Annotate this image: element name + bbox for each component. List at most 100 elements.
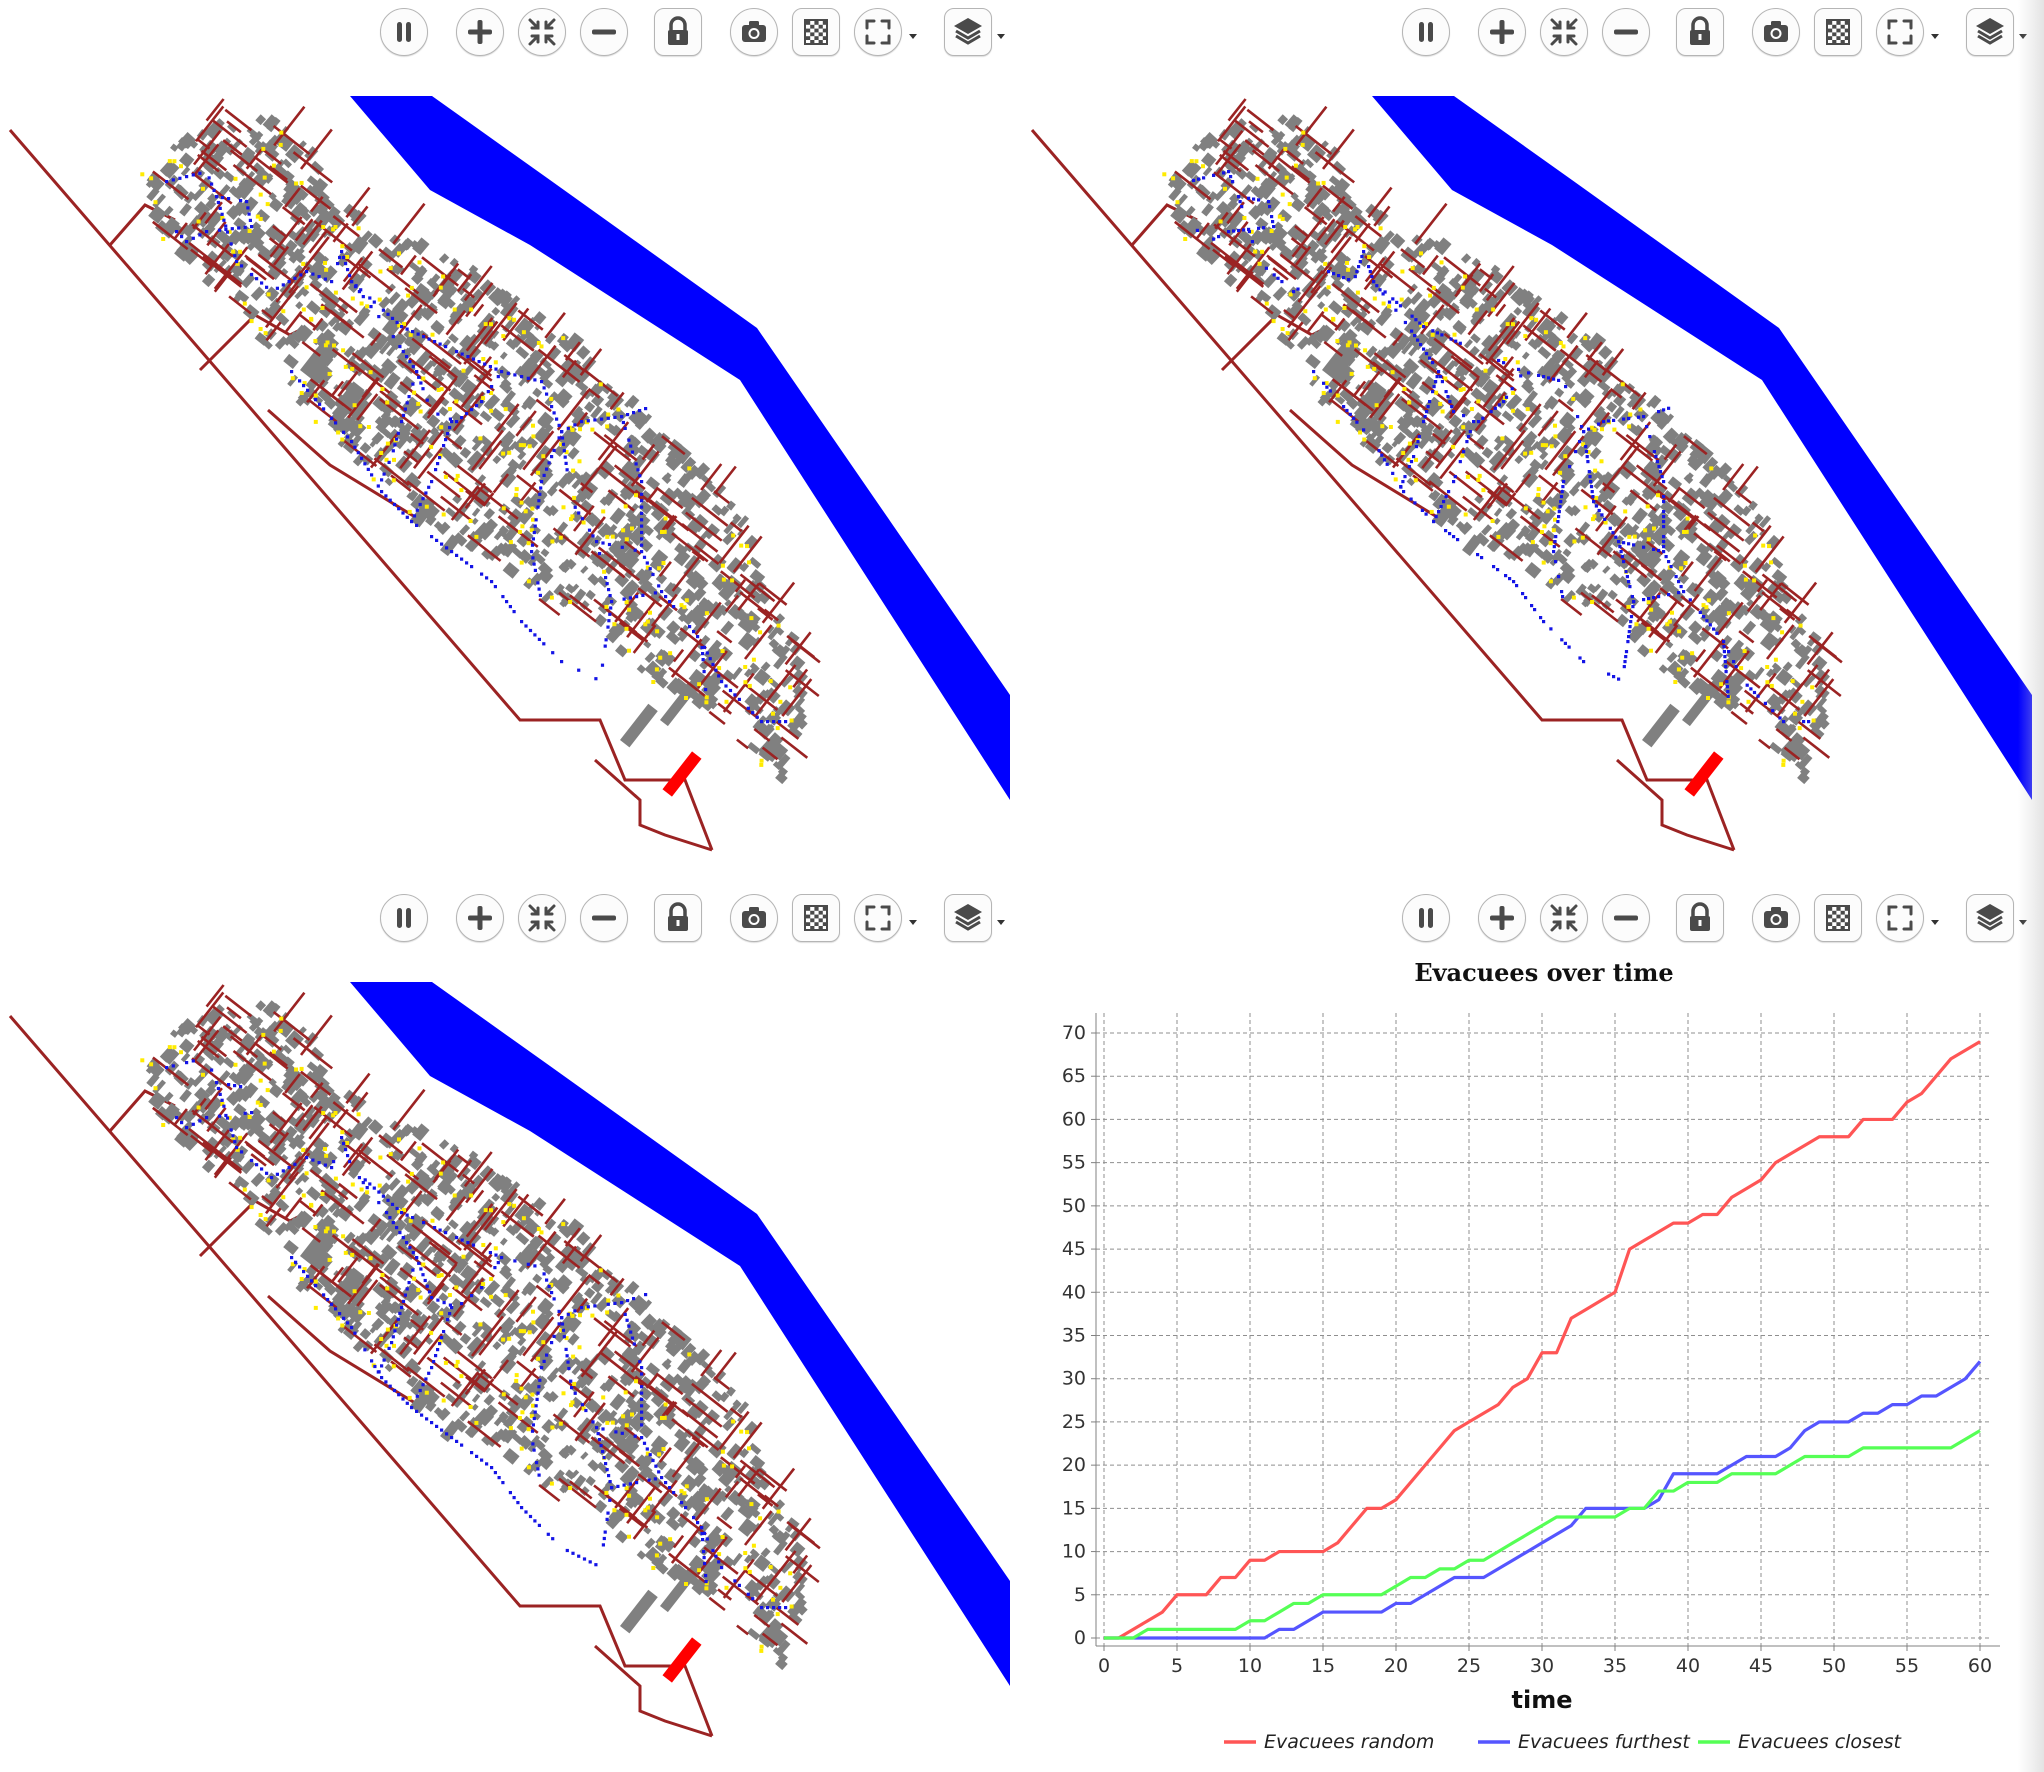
- layers-button[interactable]: [1966, 894, 2014, 942]
- layers-icon: [1976, 18, 2004, 45]
- evacuee-agents: [165, 171, 788, 724]
- zoom-out-button[interactable]: [580, 8, 628, 56]
- chart-title: Evacuees over time: [1414, 958, 1674, 987]
- background-button[interactable]: [792, 8, 840, 56]
- map-display-furthest[interactable]: [1022, 0, 2044, 886]
- background-button[interactable]: [1814, 894, 1862, 942]
- zoom-in-button[interactable]: [456, 894, 504, 942]
- zoom-fit-button[interactable]: [518, 8, 566, 56]
- plus-icon: [468, 906, 492, 930]
- series-line-1: [1104, 1040, 1981, 1640]
- x-tick-label: 5: [1171, 1655, 1183, 1677]
- map-display-closest[interactable]: [0, 886, 1022, 1772]
- fullscreen-button[interactable]: [1876, 894, 1924, 942]
- snapshot-button[interactable]: [1752, 894, 1800, 942]
- checkerboard-icon: [804, 905, 828, 931]
- y-tick-label: 60: [1062, 1108, 1086, 1130]
- y-tick-label: 70: [1062, 1022, 1086, 1044]
- layers-icon: [954, 18, 982, 45]
- series-line-2: [1104, 1360, 1982, 1640]
- chevron-down-icon[interactable]: [1930, 912, 1940, 925]
- zoom-in-button[interactable]: [1478, 8, 1526, 56]
- chevron-down-icon[interactable]: [996, 912, 1006, 925]
- chevron-down-icon[interactable]: [996, 26, 1006, 39]
- map-display-random[interactable]: [0, 0, 1022, 886]
- legend-label-2: Evacuees furthest: [1518, 1731, 1691, 1753]
- x-tick-label: 35: [1603, 1655, 1627, 1677]
- map-canvas[interactable]: [0, 80, 1022, 870]
- x-tick-label: 60: [1968, 1655, 1992, 1677]
- lock-icon: [1690, 16, 1710, 45]
- lock-button[interactable]: [1676, 8, 1724, 56]
- pause-button[interactable]: [1402, 894, 1450, 942]
- window-edge: [2018, 0, 2044, 1772]
- y-tick-label: 25: [1062, 1411, 1086, 1433]
- collapse-arrows-icon: [528, 18, 556, 46]
- zoom-in-button[interactable]: [456, 8, 504, 56]
- x-tick-label: 10: [1238, 1655, 1262, 1677]
- collapse-arrows-icon: [1550, 18, 1578, 46]
- x-tick-label: 50: [1822, 1655, 1846, 1677]
- zoom-out-button[interactable]: [1602, 894, 1650, 942]
- river: [1372, 96, 2032, 800]
- evacuees-chart: 0 5 10 15 20 25 30 35 40 45 50 55 60 0 5 10 15 20 25 30 35 40…: [1062, 1013, 2000, 1753]
- zoom-in-button[interactable]: [1478, 894, 1526, 942]
- y-tick-label: 45: [1062, 1238, 1086, 1260]
- pause-button[interactable]: [380, 8, 428, 56]
- camera-icon: [1764, 907, 1788, 928]
- lock-button[interactable]: [654, 8, 702, 56]
- lock-button[interactable]: [654, 894, 702, 942]
- plot-area: [1096, 1013, 1990, 1646]
- fullscreen-button[interactable]: [854, 894, 902, 942]
- background-button[interactable]: [1814, 8, 1862, 56]
- y-tick-label: 10: [1062, 1541, 1086, 1563]
- checkerboard-icon: [804, 19, 828, 45]
- zoom-fit-button[interactable]: [1540, 8, 1588, 56]
- layers-icon: [1976, 904, 2004, 931]
- snapshot-button[interactable]: [730, 894, 778, 942]
- x-tick-label: 25: [1457, 1655, 1481, 1677]
- chevron-down-icon[interactable]: [908, 912, 918, 925]
- zoom-out-button[interactable]: [1602, 8, 1650, 56]
- fullscreen-button[interactable]: [854, 8, 902, 56]
- fullscreen-button[interactable]: [1876, 8, 1924, 56]
- map-canvas[interactable]: [1022, 80, 2044, 870]
- layers-button[interactable]: [944, 894, 992, 942]
- layers-button[interactable]: [1966, 8, 2014, 56]
- snapshot-button[interactable]: [1752, 8, 1800, 56]
- legend-label-1: Evacuees random: [1264, 1731, 1434, 1753]
- checkerboard-icon: [1826, 905, 1850, 931]
- legend-label-3: Evacuees closest: [1738, 1731, 1903, 1753]
- plus-icon: [468, 20, 492, 44]
- chevron-down-icon[interactable]: [1930, 26, 1940, 39]
- evacuee-agents: [165, 1059, 788, 1610]
- shelter: [662, 1637, 702, 1683]
- minus-icon: [1614, 915, 1638, 921]
- checkerboard-icon: [1826, 19, 1850, 45]
- buildings: [145, 114, 809, 785]
- y-tick-label: 65: [1062, 1065, 1086, 1087]
- x-tick-label: 20: [1384, 1655, 1408, 1677]
- x-tick-label: 30: [1530, 1655, 1554, 1677]
- expand-frame-icon: [865, 19, 891, 45]
- pause-icon: [1419, 22, 1433, 42]
- lock-button[interactable]: [1676, 894, 1724, 942]
- x-tick-label: 40: [1676, 1655, 1700, 1677]
- resident-agents: [140, 130, 794, 767]
- pause-button[interactable]: [1402, 8, 1450, 56]
- pause-icon: [1419, 908, 1433, 928]
- minus-icon: [592, 29, 616, 35]
- snapshot-button[interactable]: [730, 8, 778, 56]
- zoom-fit-button[interactable]: [518, 894, 566, 942]
- pause-button[interactable]: [380, 894, 428, 942]
- zoom-fit-button[interactable]: [1540, 894, 1588, 942]
- minus-icon: [1614, 29, 1638, 35]
- collapse-arrows-icon: [528, 904, 556, 932]
- x-tick-label: 0: [1098, 1655, 1110, 1677]
- layers-button[interactable]: [944, 8, 992, 56]
- chart-display[interactable]: Evacuees over time 0 5 10 15 20 25 30 35 40 45 50 5…: [1022, 886, 2044, 1772]
- background-button[interactable]: [792, 894, 840, 942]
- chevron-down-icon[interactable]: [908, 26, 918, 39]
- map-canvas[interactable]: [0, 966, 1022, 1756]
- zoom-out-button[interactable]: [580, 894, 628, 942]
